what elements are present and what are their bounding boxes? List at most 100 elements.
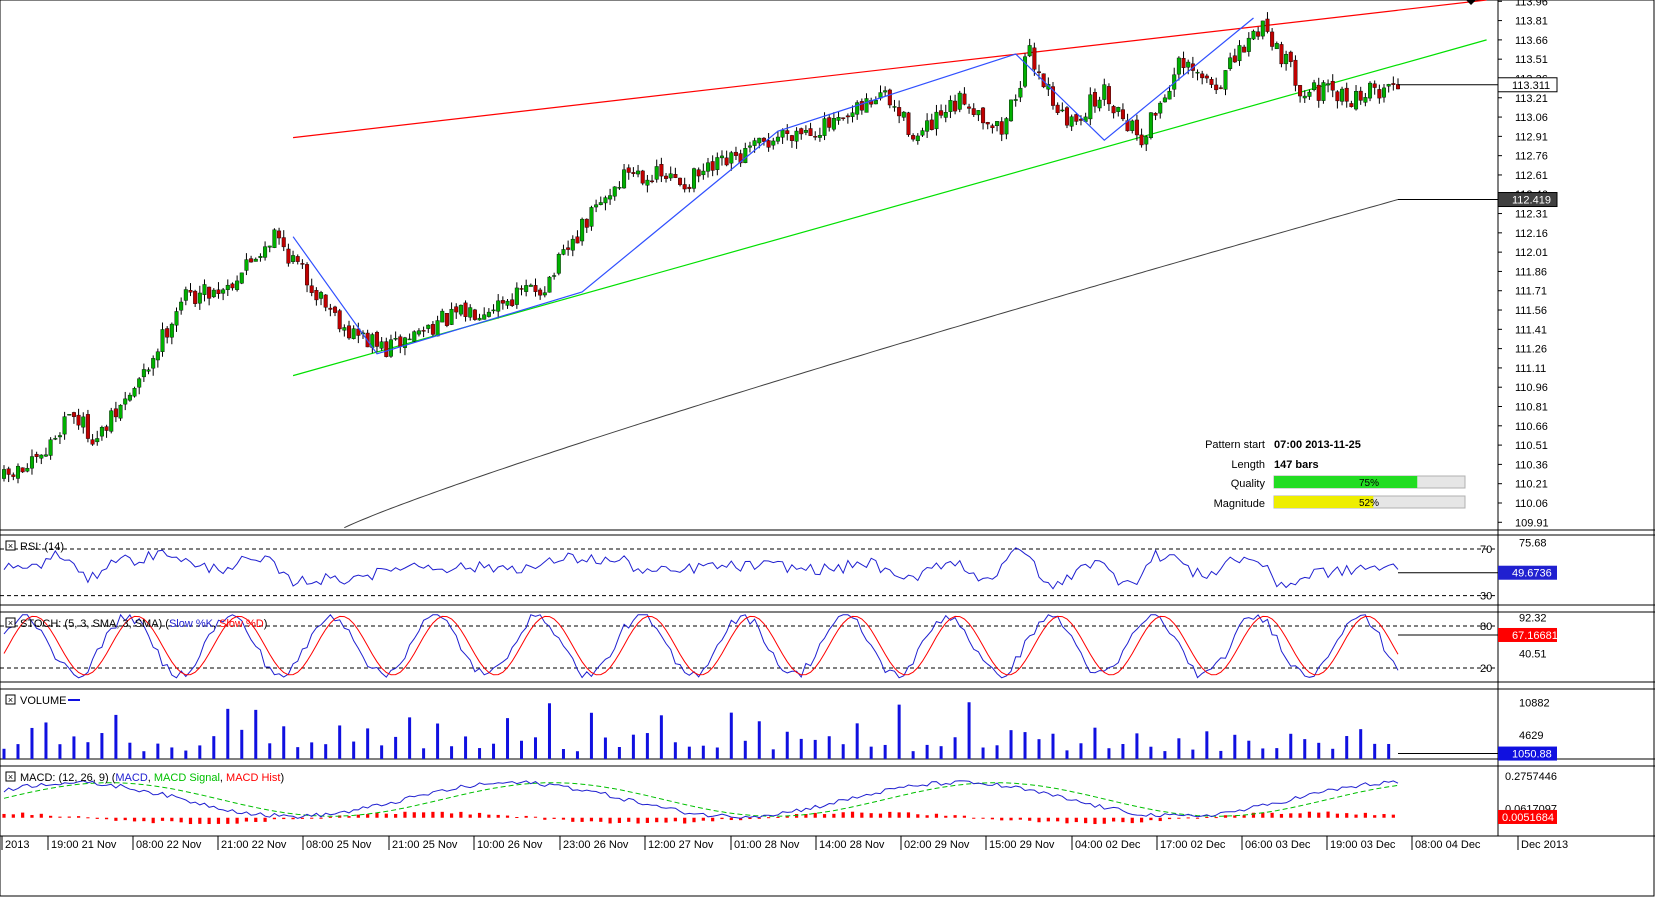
candle-body [384, 341, 389, 357]
candle-body [11, 474, 16, 477]
candle-body [1032, 47, 1037, 70]
volume-bar [16, 744, 20, 759]
candle-body [1237, 45, 1242, 62]
volume-bar [366, 728, 370, 759]
candle-body [897, 107, 902, 117]
price-tick-label: 111.56 [1515, 305, 1547, 317]
candle-body [1064, 107, 1069, 126]
pattern-start-label: Pattern start [1205, 439, 1265, 451]
macd-hist-bar [1056, 817, 1060, 822]
macd-hist-bar [1102, 817, 1106, 824]
volume-close-icon[interactable] [5, 694, 16, 705]
stoch-close-icon[interactable] [5, 617, 16, 628]
candle-body [817, 135, 822, 138]
candle-body [631, 172, 636, 174]
candle-body [113, 408, 118, 418]
macd-hist-bar [1289, 813, 1293, 818]
macd-hist-bar [123, 817, 127, 821]
macd-hist-bar [711, 817, 715, 822]
volume-bar [631, 734, 635, 759]
macd-hist-bar [244, 817, 249, 822]
candle-body [1340, 88, 1345, 102]
stoch-d-line [3, 615, 1399, 676]
candle-body [934, 111, 939, 130]
price-tick-label: 110.66 [1515, 421, 1548, 433]
price-panel[interactable] [2, 0, 1498, 529]
candle-body [901, 111, 906, 118]
candle-body [510, 299, 515, 306]
ma-price-box [1497, 192, 1558, 208]
candle-body [305, 264, 310, 286]
scroll-marker-icon[interactable] [1466, 0, 1476, 5]
candle-body [1069, 116, 1074, 127]
volume-bar [450, 746, 454, 759]
macd-hist-bar [170, 817, 174, 822]
stoch-d-label: Slow %D [219, 618, 264, 630]
macd-hist-bar [1065, 817, 1069, 824]
macd-hist-bar [1251, 812, 1256, 818]
volume-bar [981, 747, 985, 759]
candle-body [104, 426, 109, 431]
macd-hist-bar [86, 817, 90, 819]
macd-hist-bar [543, 817, 547, 820]
volume-bar [324, 744, 328, 759]
candle-body [402, 337, 407, 348]
candle-body [323, 294, 328, 308]
stoch-mid-tick: 40.51 [1519, 649, 1547, 661]
candle-body [1139, 134, 1144, 146]
candle-body [1041, 73, 1046, 88]
candle-body [202, 284, 207, 295]
rsi-close-icon[interactable] [5, 540, 16, 551]
candle-body [440, 310, 445, 323]
candle-body [1349, 103, 1354, 107]
candle-body [1382, 87, 1387, 98]
candle-body [1251, 30, 1256, 40]
candle-body [48, 439, 53, 456]
macd-hist-bar [683, 817, 687, 824]
stoch-panel[interactable]: 80 20 92.32 40.51 67.16681 [0, 612, 1558, 679]
candle-body [738, 153, 743, 164]
candle-body [491, 309, 496, 312]
macd-hist-bar [1382, 814, 1386, 818]
rsi-value-box [1498, 565, 1557, 580]
stoch-top-tick: 92.32 [1519, 612, 1547, 624]
candle-body [1176, 57, 1181, 75]
macd-hist-bar [1139, 817, 1144, 823]
candle-body [1097, 99, 1102, 109]
macd-hist-bar [934, 813, 939, 818]
volume-bar [1051, 733, 1055, 759]
candle-body [1256, 31, 1261, 37]
macd-hist-bar [254, 817, 258, 822]
time-tick-label: 08:00 22 Nov [136, 839, 202, 851]
macd-hist-bar [1084, 817, 1088, 824]
candle-body [575, 236, 580, 244]
stoch-label: STOCH: (5, 3, SMA, 3, SMA) [20, 618, 162, 630]
candle-body [617, 187, 622, 189]
candle-body [216, 289, 221, 294]
candle-body [831, 118, 836, 130]
candle-body [715, 157, 720, 170]
candle-body [1377, 89, 1382, 99]
volume-panel[interactable]: 10882 4629 1050.88 [2, 698, 1558, 761]
candle-body [39, 454, 44, 459]
candle-body [626, 167, 631, 173]
volume-bar [785, 731, 789, 759]
candle-body [1167, 90, 1172, 100]
candle-body [566, 247, 571, 250]
macd-close-icon[interactable] [5, 771, 16, 782]
candle-body [2, 469, 6, 479]
stoch-level-80: 80 [1480, 621, 1492, 633]
macd-hist-bar [384, 813, 388, 818]
candle-body [57, 435, 62, 438]
macd-hist-bar [1326, 811, 1330, 818]
macd-hist-bar [962, 815, 967, 818]
macd-hist-bar [58, 816, 62, 818]
volume-bar [883, 744, 887, 759]
time-axis: 2013 19:00 21 Nov 08:00 22 Nov 21:00 22 Nov… [1, 836, 1568, 851]
macd-signal-line [3, 782, 1399, 817]
price-tick-label: 110.96 [1515, 382, 1548, 394]
